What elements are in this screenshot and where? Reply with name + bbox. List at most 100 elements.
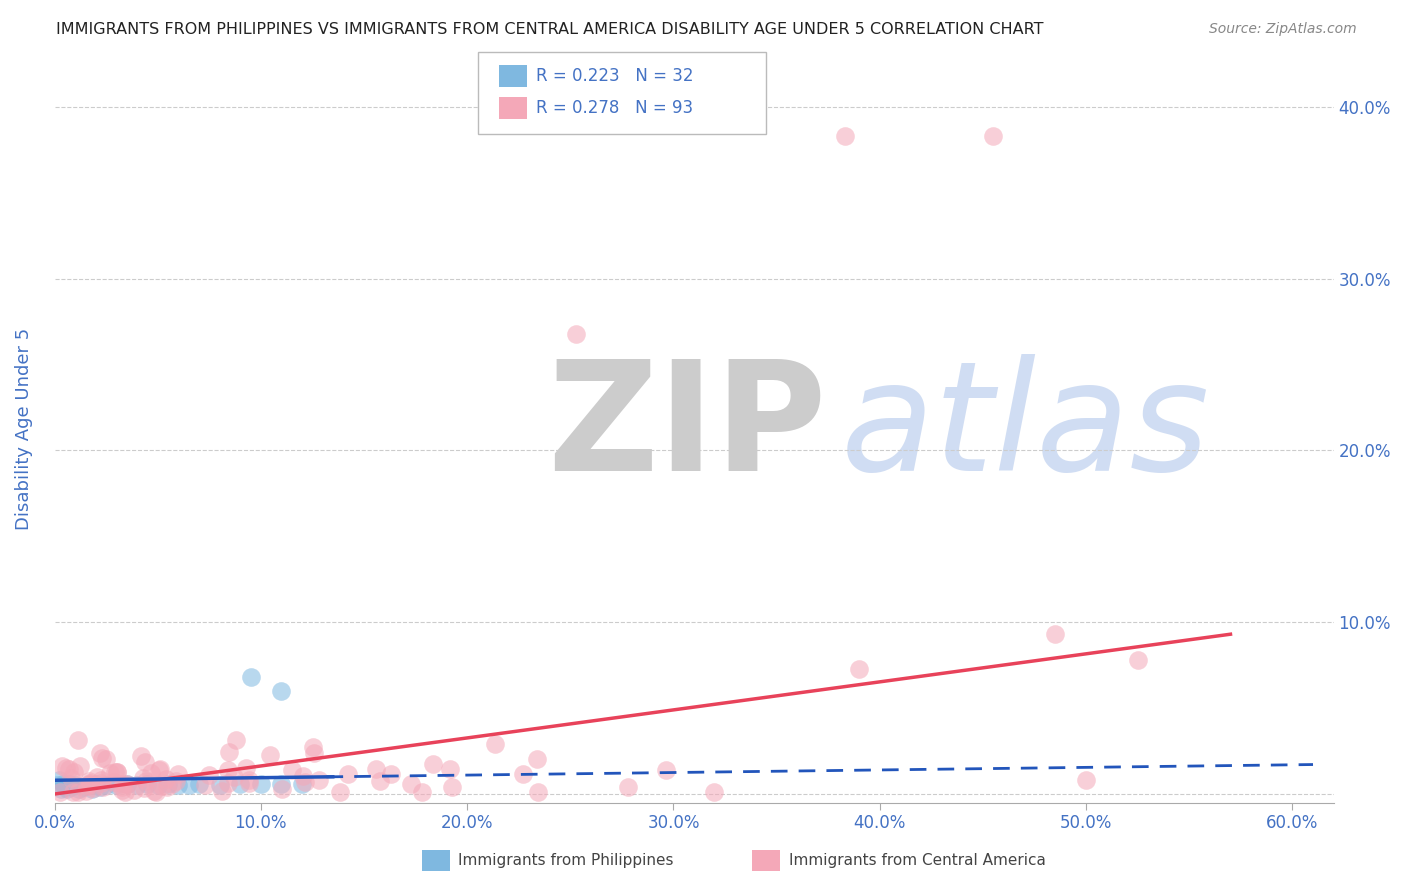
Text: Source: ZipAtlas.com: Source: ZipAtlas.com	[1209, 22, 1357, 37]
Point	[129, 749, 152, 764]
Point	[48, 773, 70, 788]
Point	[60, 780, 83, 794]
Point	[281, 763, 304, 777]
Point	[364, 762, 387, 776]
Point	[148, 763, 170, 777]
Point	[294, 775, 316, 789]
Point	[208, 779, 231, 793]
Point	[77, 774, 100, 789]
Point	[304, 746, 326, 760]
Point	[229, 777, 252, 791]
Point	[239, 670, 262, 684]
Point	[155, 772, 177, 786]
Point	[91, 750, 114, 764]
Point	[259, 747, 281, 762]
Point	[368, 774, 391, 789]
Point	[238, 776, 260, 790]
Point	[329, 785, 352, 799]
Point	[80, 781, 103, 796]
Point	[145, 785, 167, 799]
Point	[150, 779, 173, 793]
Point	[526, 752, 548, 766]
Point	[411, 785, 433, 799]
Text: R = 0.223   N = 32: R = 0.223 N = 32	[536, 67, 693, 85]
Point	[187, 777, 209, 791]
Point	[217, 776, 239, 790]
Point	[98, 766, 121, 780]
Text: Immigrants from Philippines: Immigrants from Philippines	[458, 854, 673, 868]
Point	[91, 780, 114, 795]
Point	[132, 771, 155, 785]
Point	[90, 776, 112, 790]
Point	[834, 128, 856, 143]
Point	[1074, 773, 1097, 788]
Point	[225, 732, 247, 747]
Point	[291, 777, 314, 791]
Point	[122, 783, 145, 797]
Point	[89, 746, 111, 760]
Point	[134, 756, 156, 770]
Point	[83, 781, 105, 796]
Point	[63, 779, 86, 793]
Point	[69, 759, 91, 773]
Point	[125, 779, 148, 793]
Point	[103, 774, 125, 789]
Point	[75, 784, 97, 798]
Point	[617, 780, 640, 794]
Point	[167, 779, 190, 793]
Point	[302, 740, 325, 755]
Point	[84, 777, 107, 791]
Text: R = 0.278   N = 93: R = 0.278 N = 93	[536, 99, 693, 117]
Point	[565, 326, 588, 341]
Point	[60, 771, 83, 785]
Point	[380, 767, 402, 781]
Point	[270, 781, 292, 796]
Point	[115, 777, 138, 791]
Point	[94, 751, 117, 765]
Point	[440, 780, 463, 794]
Point	[111, 777, 134, 791]
Point	[218, 745, 240, 759]
Point	[58, 762, 80, 776]
Point	[156, 777, 179, 791]
Point	[270, 777, 292, 791]
Point	[53, 780, 76, 794]
Point	[224, 770, 246, 784]
Point	[66, 785, 89, 799]
Point	[62, 764, 84, 779]
Point	[439, 762, 461, 776]
Point	[49, 781, 72, 796]
Point	[193, 778, 215, 792]
Point	[136, 777, 159, 791]
Point	[217, 763, 239, 777]
Point	[56, 781, 79, 796]
Point	[72, 780, 94, 794]
Point	[76, 779, 98, 793]
Point	[981, 128, 1004, 143]
Point	[337, 766, 360, 780]
Text: atlas: atlas	[841, 354, 1211, 503]
Point	[67, 781, 90, 796]
Point	[156, 780, 179, 794]
Point	[79, 776, 101, 790]
Point	[165, 774, 187, 789]
Point	[132, 780, 155, 795]
Point	[167, 767, 190, 781]
Point	[66, 733, 89, 747]
Point	[89, 780, 111, 794]
Point	[90, 773, 112, 788]
Point	[250, 777, 273, 791]
Point	[105, 764, 128, 779]
Point	[484, 737, 506, 751]
Point	[111, 780, 134, 795]
Point	[270, 684, 292, 698]
Y-axis label: Disability Age Under 5: Disability Age Under 5	[15, 327, 32, 530]
Point	[238, 772, 260, 787]
Point	[141, 765, 163, 780]
Point	[149, 762, 172, 776]
Text: IMMIGRANTS FROM PHILIPPINES VS IMMIGRANTS FROM CENTRAL AMERICA DISABILITY AGE UN: IMMIGRANTS FROM PHILIPPINES VS IMMIGRANT…	[56, 22, 1043, 37]
Point	[211, 784, 233, 798]
Point	[79, 775, 101, 789]
Point	[105, 764, 128, 779]
Point	[104, 764, 127, 779]
